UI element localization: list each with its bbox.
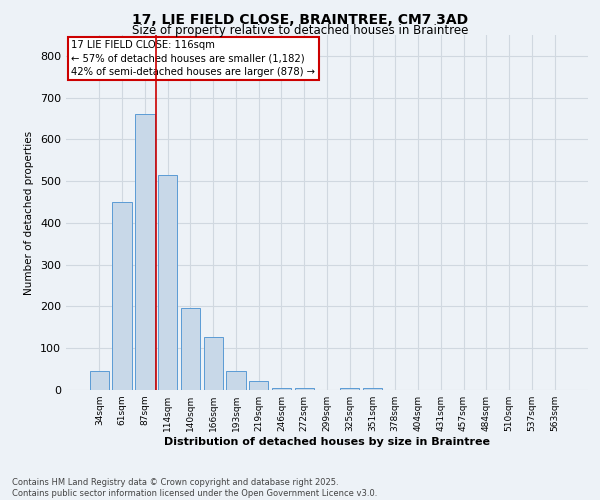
Text: Size of property relative to detached houses in Braintree: Size of property relative to detached ho… [132,24,468,37]
Bar [112,202,132,390]
Bar [181,308,200,390]
Y-axis label: Number of detached properties: Number of detached properties [25,130,34,294]
Bar [158,175,178,390]
Bar [295,388,314,390]
Bar [226,371,245,390]
Text: 17, LIE FIELD CLOSE, BRAINTREE, CM7 3AD: 17, LIE FIELD CLOSE, BRAINTREE, CM7 3AD [132,12,468,26]
Bar [203,336,223,390]
Bar [90,371,109,390]
Text: 17 LIE FIELD CLOSE: 116sqm
← 57% of detached houses are smaller (1,182)
42% of s: 17 LIE FIELD CLOSE: 116sqm ← 57% of deta… [71,40,315,76]
Bar [340,388,359,390]
Bar [135,114,155,390]
Text: Contains HM Land Registry data © Crown copyright and database right 2025.
Contai: Contains HM Land Registry data © Crown c… [12,478,377,498]
Bar [249,381,268,390]
Bar [363,388,382,390]
X-axis label: Distribution of detached houses by size in Braintree: Distribution of detached houses by size … [164,437,490,447]
Bar [272,388,291,390]
